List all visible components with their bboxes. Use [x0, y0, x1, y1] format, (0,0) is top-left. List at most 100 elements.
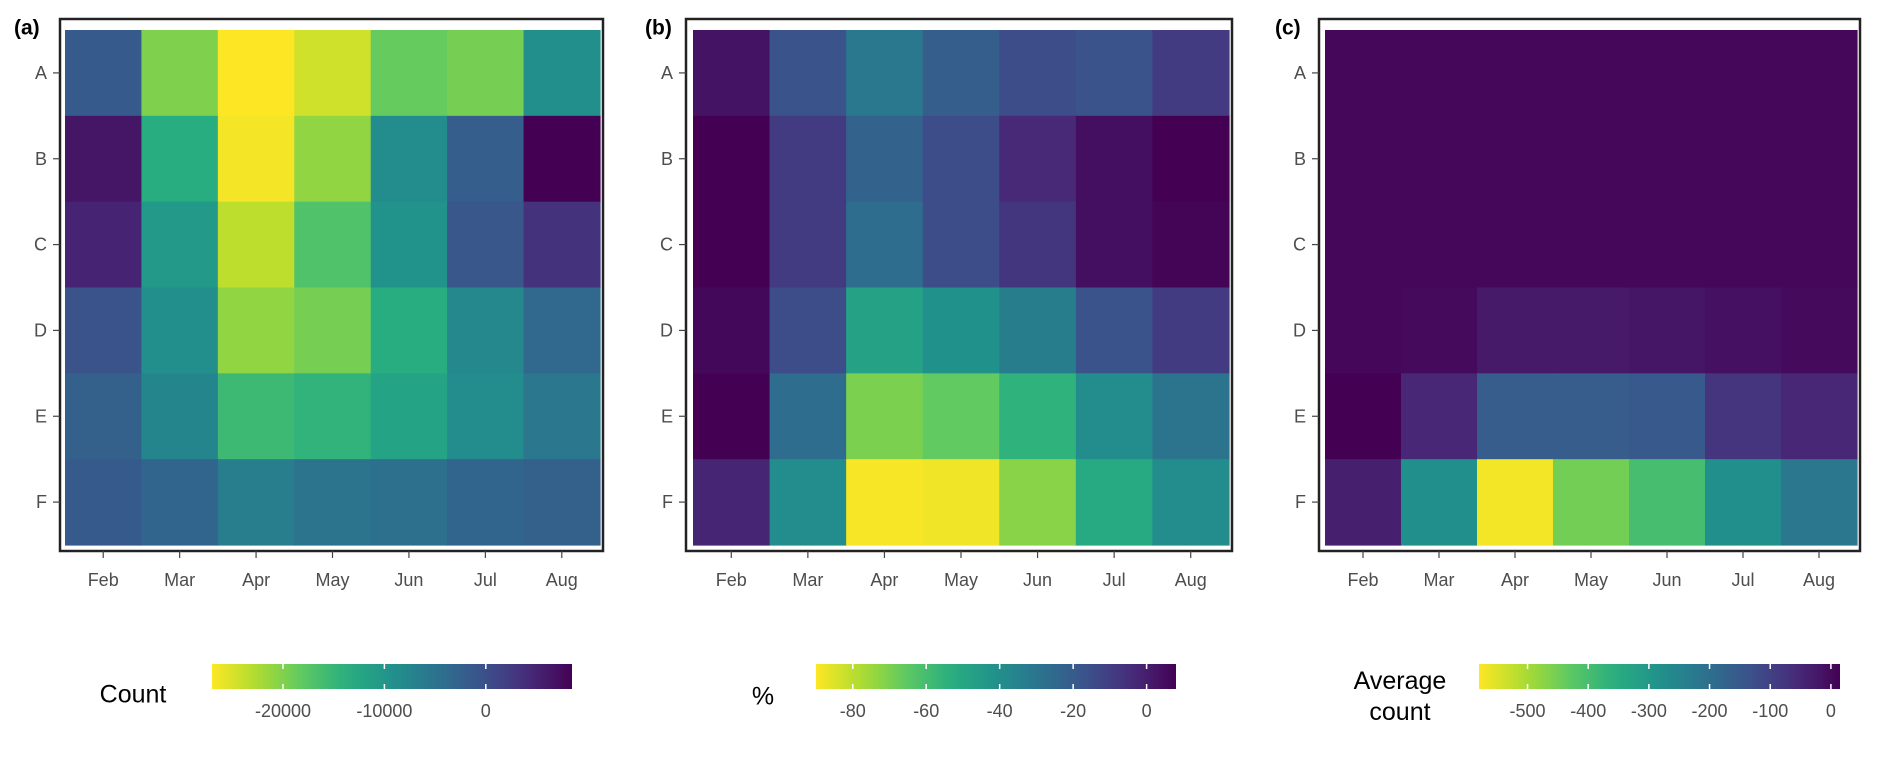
heatmap-cell [846, 287, 924, 374]
x-tick-label: May [315, 570, 349, 590]
heatmap-cell [1705, 287, 1782, 374]
x-tick-label: May [944, 570, 978, 590]
heatmap-cell [999, 287, 1077, 374]
heatmap-cell [922, 373, 1000, 460]
heatmap-cell [217, 287, 295, 374]
heatmap-cell [65, 287, 143, 374]
y-tick-label: E [35, 406, 47, 426]
panel-3: (c) A B C D E F Feb Mar Apr May Jun Jul Aug -500 -400 -3… [1275, 16, 1862, 726]
heatmap-cell [141, 459, 219, 546]
heatmap-cell [141, 287, 219, 374]
heatmap-cell [523, 459, 601, 546]
heatmap-cell [141, 201, 219, 289]
x-tick-label: Jun [394, 570, 423, 590]
y-tick-label: A [1294, 63, 1306, 83]
colorbar-tick-label: 0 [481, 701, 491, 721]
heatmap-cell [1781, 115, 1858, 203]
colorbar-tick-label: -60 [913, 701, 939, 721]
heatmap-cell [769, 201, 847, 289]
heatmap-cell [1553, 201, 1630, 289]
heatmap-cell [447, 373, 525, 460]
heatmap-cell [693, 373, 771, 460]
heatmap-cell [1477, 459, 1554, 546]
heatmap-cell [1705, 201, 1782, 289]
colorbar [1479, 664, 1840, 689]
heatmap-cell [370, 115, 448, 203]
x-tick-label: Apr [1501, 570, 1529, 590]
heatmap-cell [999, 459, 1077, 546]
heatmap-cell [922, 201, 1000, 289]
y-tick-label: F [662, 492, 673, 512]
colorbar-tick-label: -100 [1752, 701, 1788, 721]
heatmap-cell [693, 30, 771, 117]
x-tick-label: Jun [1652, 570, 1681, 590]
heatmap-cell [1705, 115, 1782, 203]
heatmap-cell [1325, 115, 1402, 203]
heatmap-cell [1075, 115, 1154, 203]
x-tick-label: Aug [1803, 570, 1835, 590]
heatmap-cell [846, 115, 924, 203]
heatmap-cell [693, 459, 771, 546]
heatmap-cell [1553, 373, 1630, 460]
heatmap-cell [1152, 115, 1230, 203]
heatmap-cell [1325, 201, 1402, 289]
heatmap-cell [1075, 459, 1154, 546]
heatmap-cell [1152, 459, 1230, 546]
heatmap-cell [1629, 459, 1706, 546]
panel-label: (b) [645, 16, 672, 39]
heatmap-cell [846, 30, 924, 117]
x-tick-label: Mar [792, 570, 823, 590]
x-tick-label: Feb [1347, 570, 1378, 590]
heatmap-cell [1705, 373, 1782, 460]
heatmap-cell [447, 201, 525, 289]
heatmap-cell [1401, 287, 1478, 374]
heatmap-cell [65, 30, 143, 117]
heatmap-cell [294, 287, 372, 374]
y-tick-label: A [35, 63, 47, 83]
heatmap-cell [1152, 373, 1230, 460]
heatmap-cell [294, 30, 372, 117]
colorbar [816, 664, 1176, 689]
heatmap-cell [1629, 201, 1706, 289]
x-tick-label: Jun [1023, 570, 1052, 590]
heatmap-cell [922, 287, 1000, 374]
heatmap-cell [1401, 30, 1478, 117]
y-tick-label: A [661, 63, 673, 83]
heatmap-cell [1325, 459, 1402, 546]
heatmap-cell [999, 201, 1077, 289]
heatmap-cell [217, 30, 295, 117]
heatmap-cell [523, 373, 601, 460]
heatmap-cell [922, 459, 1000, 546]
heatmap-cell [65, 459, 143, 546]
colorbar-title: Average count [1354, 667, 1447, 726]
heatmap-cell [65, 201, 143, 289]
x-tick-label: Mar [164, 570, 195, 590]
heatmap-cell [294, 115, 372, 203]
heatmap-cell [1781, 373, 1858, 460]
x-tick-label: Jul [1731, 570, 1754, 590]
y-tick-label: B [1294, 149, 1306, 169]
heatmap-cell [141, 115, 219, 203]
heatmap-cell [1401, 373, 1478, 460]
heatmap-cell [217, 115, 295, 203]
heatmap-cell [1075, 373, 1154, 460]
heatmap-cell [1325, 30, 1402, 117]
colorbar-tick-label: -300 [1631, 701, 1667, 721]
panel-frame [58, 17, 605, 553]
heatmap-cell [1629, 373, 1706, 460]
colorbar-tick-label: -500 [1510, 701, 1546, 721]
heatmap-cell [922, 30, 1000, 117]
colorbar-tick-label: -20 [1060, 701, 1086, 721]
heatmap-cells [65, 30, 601, 546]
colorbar-tick-label: 0 [1826, 701, 1836, 721]
colorbar-title: Count [100, 681, 167, 709]
y-tick-label: D [1293, 320, 1306, 340]
heatmap-cell [693, 201, 771, 289]
heatmap-cell [294, 459, 372, 546]
heatmap-cell [370, 201, 448, 289]
heatmap-cell [141, 30, 219, 117]
heatmap-cell [523, 115, 601, 203]
colorbar-tick-label: -400 [1570, 701, 1606, 721]
